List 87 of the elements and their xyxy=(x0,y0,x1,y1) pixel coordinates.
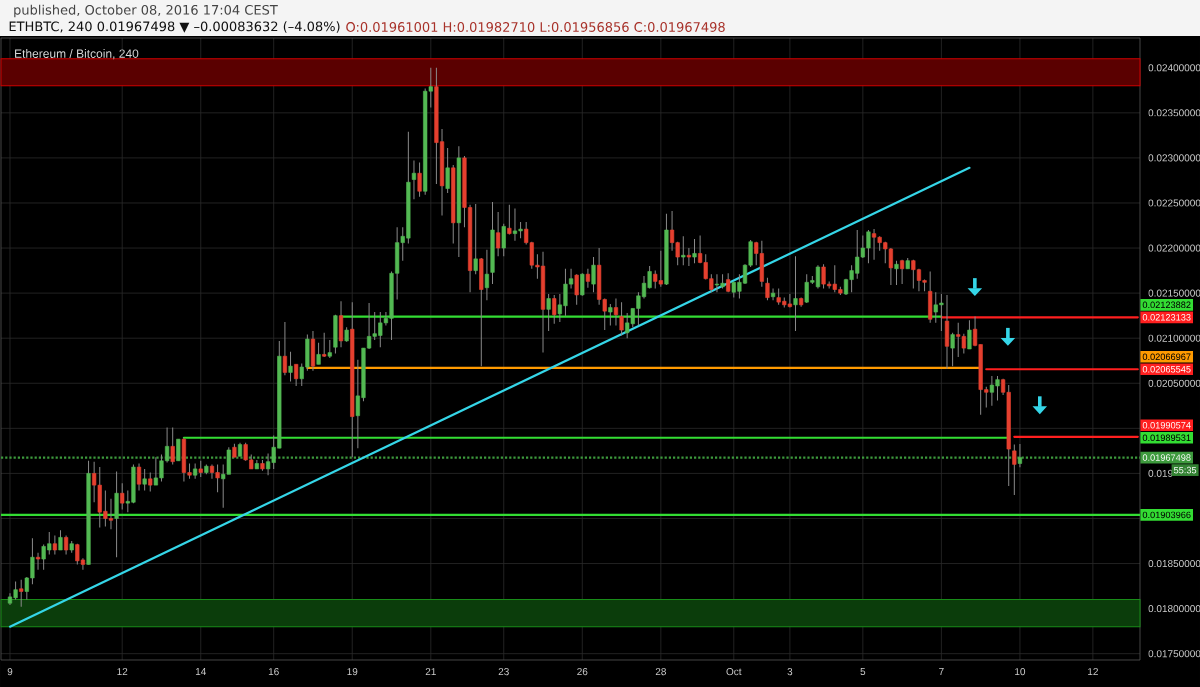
candlestick xyxy=(327,339,332,359)
candlestick xyxy=(1012,444,1017,496)
candlestick xyxy=(288,351,293,382)
candlestick xyxy=(473,203,478,275)
candlestick xyxy=(193,462,198,480)
candlestick xyxy=(770,288,776,301)
candlestick xyxy=(552,294,557,325)
y-tick-label: 0.02350000 xyxy=(1148,109,1200,117)
candlestick xyxy=(322,332,327,358)
candlestick xyxy=(793,255,798,332)
y-tick-label: 0.02050000 xyxy=(1148,379,1200,387)
y-tick-label: 0.019 xyxy=(1148,469,1173,477)
text: 0.02066967 xyxy=(1142,353,1191,361)
candlestick xyxy=(585,268,590,289)
candlestick xyxy=(507,204,512,236)
text: 0.01990574 xyxy=(1142,422,1191,429)
y-tick-label: 0.01850000 xyxy=(1148,559,1200,568)
text: 0.01989531 xyxy=(1142,434,1191,442)
y-tick-label: 0.02100000 xyxy=(1148,334,1200,342)
candlestick xyxy=(900,259,905,285)
y-tick-label: 0.02250000 xyxy=(1148,199,1200,207)
x-tick-label: 3 xyxy=(787,668,793,676)
candlestick xyxy=(176,438,181,462)
x-tick-label: 19 xyxy=(347,668,358,676)
candlestick xyxy=(967,319,972,350)
candlestick xyxy=(686,247,691,267)
y-tick-label: 0.02400000 xyxy=(1148,64,1200,72)
x-tick-label: 9 xyxy=(7,668,13,676)
x-tick-label: 16 xyxy=(268,668,279,676)
text: O:0.01961001 H:0.01982710 L:0.01956856 C:0.01967498 xyxy=(346,22,725,32)
candlestick xyxy=(120,482,125,510)
x-tick-label: 12 xyxy=(1088,668,1098,676)
candlestick xyxy=(142,468,147,492)
candlestick xyxy=(411,160,417,200)
x-tick-label: 5 xyxy=(860,668,866,676)
ref-line-label: 0.01903966 xyxy=(1142,511,1191,519)
candlestick xyxy=(580,272,585,297)
text: 0.02123882 xyxy=(1142,301,1191,309)
candlestick xyxy=(282,321,288,376)
candlestick xyxy=(496,211,501,257)
text: 0.02065545 xyxy=(1142,365,1191,373)
candlestick xyxy=(950,332,955,367)
ref-line-label: 0.01967498 xyxy=(1142,454,1191,461)
candlestick xyxy=(692,238,697,264)
chart-subtitle: ETHBTC, 240 0.01967498 ▼ –0.00083632 (–4.08%) xyxy=(9,21,340,33)
x-tick-label: Oct xyxy=(726,668,742,676)
candlestick xyxy=(445,147,450,194)
candlestick xyxy=(574,273,579,306)
candlestick xyxy=(148,472,153,492)
candlestick xyxy=(1017,443,1023,468)
candlestick xyxy=(316,342,321,365)
candlestick xyxy=(417,161,422,198)
candlestick xyxy=(58,529,63,551)
candlestick xyxy=(591,256,596,293)
candlestick xyxy=(136,462,142,492)
x-tick-label: 14 xyxy=(195,668,207,675)
candlestick xyxy=(608,303,613,327)
y-tick-label: 0.02150000 xyxy=(1148,289,1200,297)
candlestick xyxy=(619,301,624,336)
candlestick xyxy=(52,535,57,556)
candlestick xyxy=(613,298,619,327)
x-tick-label: 10 xyxy=(1015,668,1026,676)
text: 0.02123133 xyxy=(1142,314,1191,321)
candlestick xyxy=(894,260,899,286)
text: published, October 08, 2016 17:04 CEST xyxy=(14,4,278,18)
x-tick-label: 21 xyxy=(425,668,436,676)
x-tick-label: 28 xyxy=(655,668,666,676)
candlestick xyxy=(63,535,69,556)
text: Ethereum / Bitcoin, 240 xyxy=(15,49,139,60)
candlestick xyxy=(501,223,506,257)
x-tick-label: 26 xyxy=(577,668,588,676)
y-tick-label: 0.01750000 xyxy=(1148,650,1200,658)
candlestick xyxy=(19,579,24,608)
y-tick-label: 0.02200000 xyxy=(1148,244,1200,252)
candlestick xyxy=(484,249,489,301)
x-tick-label: 12 xyxy=(117,668,128,676)
candlestick xyxy=(170,426,175,465)
text: 55:35 xyxy=(1173,466,1197,474)
candlestick xyxy=(546,293,551,332)
y-tick-label: 0.01800000 xyxy=(1148,605,1200,613)
candlestick xyxy=(681,235,686,266)
y-tick-label: 0.02300000 xyxy=(1148,154,1200,162)
candlestick xyxy=(294,363,299,387)
x-tick-label: 7 xyxy=(939,668,944,675)
x-tick-label: 23 xyxy=(498,668,509,676)
candlestick xyxy=(35,552,41,571)
candlestick xyxy=(765,277,770,301)
